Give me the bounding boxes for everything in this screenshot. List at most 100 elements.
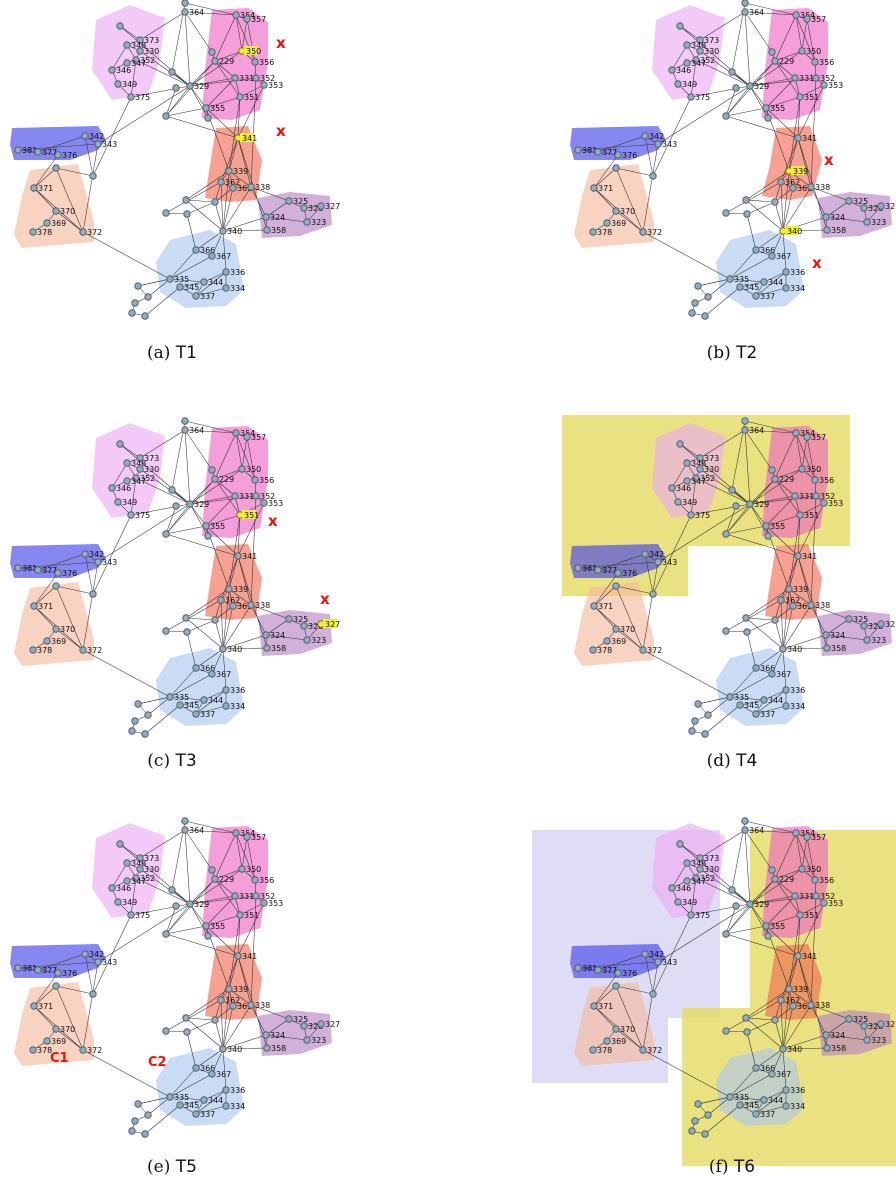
graph-edge — [189, 878, 216, 905]
node-label: 352 — [820, 892, 835, 901]
graph-edge — [214, 619, 224, 650]
graph-node — [863, 218, 871, 226]
graph-edge — [55, 210, 84, 233]
graph-node — [262, 1031, 270, 1039]
graph-node — [243, 433, 251, 441]
graph-edge — [33, 187, 57, 212]
cluster-hull — [258, 610, 332, 656]
graph-edge — [137, 696, 171, 705]
node-label: 371 — [38, 184, 53, 193]
graph-edge — [239, 902, 265, 916]
node-label: 340 — [227, 227, 242, 236]
graph-node — [614, 969, 622, 977]
node-label: 356 — [819, 476, 834, 485]
graph-edge — [137, 1096, 171, 1105]
graph-node — [779, 645, 787, 653]
graph-node — [696, 47, 704, 55]
cluster-hull — [762, 426, 828, 538]
graph-edge — [265, 200, 290, 218]
graph-edge — [222, 988, 230, 1050]
graph-node — [803, 15, 811, 23]
graph-edge — [189, 50, 243, 87]
graph-edge — [235, 14, 243, 52]
graph-node — [589, 228, 597, 236]
graph-node — [134, 1100, 142, 1108]
graph-node — [798, 865, 806, 873]
graph-node — [108, 484, 116, 492]
graph-node — [34, 148, 42, 156]
graph-node — [211, 475, 219, 483]
graph-node — [742, 196, 750, 204]
graph-node — [317, 202, 325, 210]
graph-edge — [165, 905, 177, 935]
graph-node — [692, 474, 700, 482]
graph-edge — [246, 836, 256, 881]
graph-node — [14, 564, 22, 572]
graph-edge — [214, 201, 224, 232]
graph-node — [674, 80, 682, 88]
graph-node — [791, 74, 799, 82]
graph-edge — [642, 1049, 731, 1098]
graph-edge — [593, 572, 619, 607]
node-label: 372 — [647, 228, 662, 237]
graph-node — [822, 631, 830, 639]
graph-edge — [615, 167, 644, 233]
graph-node — [162, 1027, 170, 1035]
graph-edge — [82, 231, 171, 280]
graph-node — [728, 486, 736, 494]
graph-node — [247, 601, 255, 609]
graph-edge — [744, 11, 797, 16]
graph-node — [89, 590, 97, 598]
node-label: 325 — [293, 197, 308, 206]
node-label: 376 — [622, 969, 637, 978]
node-label: 326 — [868, 1022, 883, 1031]
graph-edge — [55, 628, 84, 651]
graph-edge — [169, 1096, 205, 1101]
graph-node — [764, 932, 772, 940]
graph-edge — [250, 604, 290, 620]
graph-edge — [615, 210, 644, 233]
graph-edge — [214, 878, 241, 916]
cluster-hull — [652, 423, 725, 518]
graph-edge — [186, 213, 197, 251]
graph-node — [771, 475, 779, 483]
graph-edge — [788, 555, 799, 590]
graph-node — [811, 58, 819, 66]
node-label: 336 — [230, 268, 245, 277]
graph-edge — [782, 230, 787, 273]
graph-node — [726, 275, 734, 283]
node-label: 325 — [853, 197, 868, 206]
graph-edge — [203, 689, 227, 701]
graph-edge — [222, 588, 230, 650]
graph-edge — [695, 477, 751, 505]
node-highlight — [240, 133, 254, 142]
graph-edge — [135, 877, 191, 905]
graph-node — [132, 56, 140, 64]
node-label: 346 — [676, 66, 691, 75]
graph-edge — [788, 137, 799, 172]
graph-edge — [222, 1048, 227, 1091]
node-label: 345 — [184, 701, 199, 710]
graph-node — [166, 275, 174, 283]
graph-edge — [214, 1019, 224, 1050]
graph-node — [794, 134, 802, 142]
graph-edge — [119, 443, 191, 505]
graph-node — [668, 66, 676, 74]
cluster-hull — [92, 5, 165, 100]
graph-node — [134, 700, 142, 708]
graph-node — [247, 183, 255, 191]
graph-edge — [165, 85, 191, 117]
node-label: 350 — [806, 865, 821, 874]
graph-node — [696, 865, 704, 873]
graph-edge — [184, 11, 213, 53]
graph-node — [52, 582, 60, 590]
graph-node — [89, 990, 97, 998]
graph-node — [614, 569, 622, 577]
graph-edge — [615, 628, 644, 651]
graph-edge — [795, 14, 803, 52]
graph-edge — [797, 137, 812, 188]
graph-edge — [745, 199, 776, 203]
node-label: 336 — [230, 686, 245, 695]
graph-edge — [642, 561, 659, 651]
